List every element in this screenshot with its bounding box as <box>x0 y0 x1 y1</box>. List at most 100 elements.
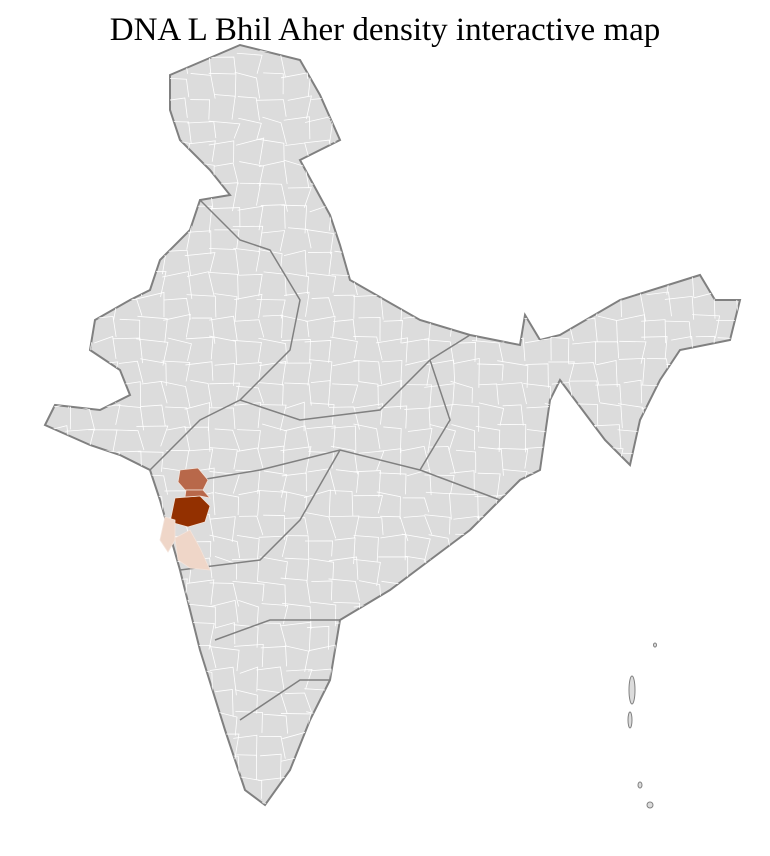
district-boundary <box>742 475 767 492</box>
district-boundary <box>306 229 334 255</box>
district-boundary <box>188 603 216 629</box>
district-boundary <box>214 229 240 249</box>
district-boundary <box>113 622 141 652</box>
district-boundary <box>377 405 408 429</box>
district-boundary <box>352 94 381 118</box>
district-boundary <box>115 782 145 804</box>
district-boundary <box>381 692 408 717</box>
district-boundary <box>353 535 379 562</box>
district-boundary <box>234 319 265 338</box>
district-boundary <box>116 491 140 518</box>
district-boundary <box>257 183 288 212</box>
district-boundary <box>497 623 529 647</box>
district-boundary <box>719 115 740 139</box>
district-boundary <box>526 513 551 537</box>
district-boundary <box>407 666 432 689</box>
district-boundary <box>401 96 432 117</box>
district-boundary <box>214 492 240 516</box>
district-boundary <box>521 559 548 586</box>
district-boundary <box>475 425 501 453</box>
district-boundary <box>477 56 499 73</box>
district-boundary <box>741 424 764 453</box>
district-boundary <box>259 249 283 271</box>
district-boundary <box>715 52 740 78</box>
district-boundary <box>95 512 120 535</box>
district-boundary <box>166 449 190 470</box>
district-boundary <box>287 95 312 120</box>
district-boundary <box>353 336 383 361</box>
region-low-density[interactable] <box>174 529 211 571</box>
district-boundary <box>309 558 335 580</box>
district-boundary <box>742 57 765 78</box>
district-boundary <box>694 693 719 715</box>
district-boundary <box>690 203 720 230</box>
district-boundary <box>376 732 405 759</box>
district-boundary <box>716 74 740 96</box>
district-boundary <box>691 430 718 454</box>
district-boundary <box>47 709 72 733</box>
district-boundary <box>236 385 264 404</box>
district-boundary <box>91 226 120 255</box>
district-boundary <box>526 181 553 207</box>
district-boundary <box>448 74 480 99</box>
district-boundary <box>497 646 529 671</box>
district-boundary <box>595 734 622 762</box>
district-boundary <box>736 559 740 586</box>
district-boundary <box>497 515 527 542</box>
district-boundary <box>89 472 120 491</box>
region-medium-density[interactable] <box>184 489 212 499</box>
district-boundary <box>334 711 358 736</box>
district-boundary <box>113 429 145 451</box>
district-boundary <box>280 621 312 652</box>
district-boundary <box>474 645 503 674</box>
district-boundary <box>474 203 502 228</box>
district-boundary <box>547 270 576 297</box>
andaman-islands <box>627 642 657 809</box>
district-boundary <box>209 599 239 623</box>
district-boundary <box>335 79 359 98</box>
district-boundary <box>449 470 475 494</box>
district-boundary <box>208 72 237 99</box>
district-boundary <box>667 534 693 562</box>
district-boundary <box>693 98 721 118</box>
district-boundary <box>65 579 94 603</box>
district-boundary <box>427 144 456 168</box>
district-boundary <box>65 512 96 539</box>
district-boundary <box>641 603 668 626</box>
district-boundary <box>451 229 480 249</box>
district-boundary <box>91 716 117 733</box>
district-boundary <box>329 98 358 122</box>
district-boundary <box>428 669 453 692</box>
district-boundary <box>738 776 740 800</box>
district-boundary <box>546 450 576 476</box>
district-boundary <box>353 359 382 385</box>
district-boundary <box>46 228 71 251</box>
district-boundary <box>741 715 765 737</box>
district-boundary <box>71 601 92 625</box>
district-boundary <box>497 557 523 582</box>
district-boundary <box>640 74 673 102</box>
district-boundary <box>164 689 191 715</box>
district-boundary <box>64 52 94 79</box>
region-high-density[interactable] <box>169 495 211 528</box>
district-boundary <box>45 673 67 691</box>
district-boundary <box>428 270 452 297</box>
district-boundary <box>474 187 500 207</box>
district-boundary <box>353 734 381 756</box>
district-boundary <box>619 183 644 206</box>
district-boundary <box>237 447 264 470</box>
district-boundary <box>64 247 95 272</box>
district-boundary <box>143 74 162 100</box>
district-boundary <box>71 735 96 762</box>
district-boundary <box>594 341 620 359</box>
region-low-density[interactable] <box>159 516 176 553</box>
district-boundary <box>640 137 671 166</box>
district-boundary <box>304 340 332 363</box>
district-boundary <box>523 269 553 295</box>
district-boundary <box>622 137 643 167</box>
district-boundary <box>65 428 95 450</box>
district-boundary <box>694 492 719 513</box>
district-boundary <box>237 205 264 231</box>
district-boundary <box>375 337 408 363</box>
